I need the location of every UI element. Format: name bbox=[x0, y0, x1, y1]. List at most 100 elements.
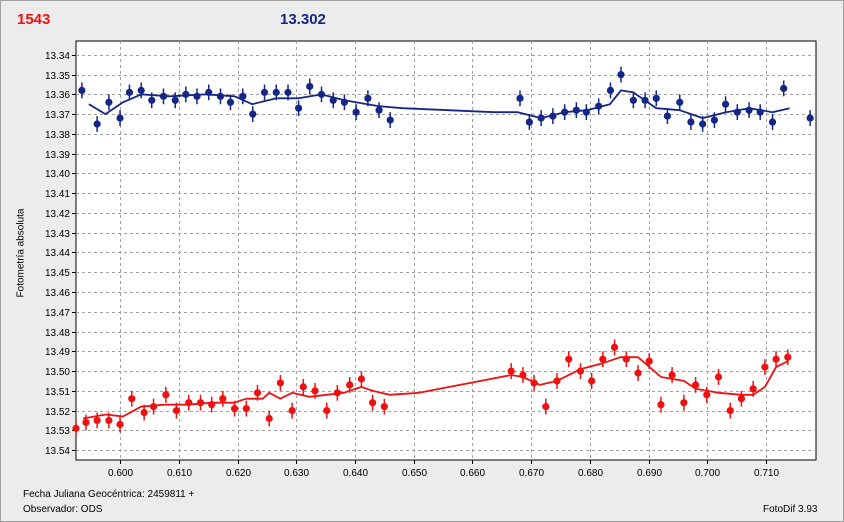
data-point bbox=[128, 395, 136, 403]
observer-label: Observador: ODS bbox=[23, 504, 103, 515]
x-tick-label: 0.700 bbox=[695, 468, 720, 479]
data-point bbox=[641, 96, 649, 104]
data-point bbox=[78, 86, 86, 95]
data-point bbox=[784, 353, 792, 361]
x-axis-label: Fecha Juliana Geocéntrica: 2459811 + bbox=[23, 489, 195, 500]
data-point bbox=[692, 381, 700, 389]
data-point bbox=[105, 98, 113, 106]
data-point bbox=[116, 114, 124, 122]
x-tick-label: 0.600 bbox=[108, 468, 133, 479]
data-point bbox=[780, 84, 788, 93]
data-point bbox=[676, 98, 684, 106]
data-point bbox=[726, 406, 734, 415]
y-tick-label: 13.45 bbox=[45, 268, 70, 279]
data-point bbox=[572, 106, 580, 114]
x-tick-label: 0.660 bbox=[460, 468, 485, 479]
software-label: FotoDif 3.93 bbox=[763, 504, 818, 515]
data-point bbox=[323, 406, 331, 415]
data-point bbox=[375, 106, 383, 114]
data-point bbox=[380, 403, 388, 411]
data-point bbox=[565, 355, 573, 363]
data-point bbox=[93, 416, 101, 425]
data-point bbox=[352, 108, 360, 116]
data-point bbox=[622, 355, 630, 363]
data-point bbox=[333, 389, 341, 397]
data-point bbox=[317, 90, 326, 98]
data-point bbox=[749, 385, 757, 393]
data-point bbox=[680, 399, 688, 407]
data-point bbox=[105, 416, 113, 425]
data-point bbox=[610, 343, 619, 351]
y-tick-label: 13.46 bbox=[45, 288, 70, 299]
data-point bbox=[772, 355, 780, 363]
header-left-value: 1543 bbox=[17, 11, 51, 28]
data-point bbox=[239, 92, 247, 100]
data-point bbox=[82, 418, 90, 427]
data-point bbox=[311, 387, 319, 395]
y-tick-label: 13.40 bbox=[45, 169, 70, 180]
x-tick-label: 0.680 bbox=[578, 468, 603, 479]
x-tick-label: 0.630 bbox=[284, 468, 309, 479]
series-1 bbox=[72, 339, 792, 437]
x-tick-label: 0.690 bbox=[637, 468, 662, 479]
data-point bbox=[306, 82, 314, 91]
y-tick-label: 13.36 bbox=[45, 90, 70, 101]
data-point bbox=[329, 96, 337, 104]
y-tick-label: 13.51 bbox=[45, 387, 70, 398]
y-tick-label: 13.37 bbox=[45, 110, 70, 121]
data-point bbox=[687, 118, 695, 126]
data-point bbox=[588, 377, 596, 385]
data-point bbox=[386, 116, 394, 124]
data-point bbox=[657, 401, 665, 409]
data-point bbox=[652, 94, 660, 102]
data-point bbox=[703, 391, 711, 399]
data-point bbox=[699, 120, 707, 128]
y-tick-label: 13.47 bbox=[45, 308, 70, 319]
data-point bbox=[162, 391, 170, 399]
data-point bbox=[507, 367, 515, 375]
y-tick-label: 13.52 bbox=[45, 407, 70, 418]
data-point bbox=[721, 100, 730, 108]
data-point bbox=[617, 70, 625, 79]
series-layer bbox=[72, 66, 814, 437]
data-point bbox=[193, 92, 201, 100]
y-tick-label: 13.43 bbox=[45, 229, 70, 240]
data-point bbox=[242, 405, 250, 413]
trend-line bbox=[88, 89, 790, 119]
data-point bbox=[663, 112, 672, 120]
x-tick-label: 0.610 bbox=[167, 468, 192, 479]
y-tick-label: 13.53 bbox=[45, 426, 70, 437]
data-point bbox=[537, 114, 545, 122]
data-point bbox=[595, 102, 603, 110]
y-tick-label: 13.35 bbox=[45, 71, 70, 82]
data-point bbox=[260, 88, 269, 96]
data-point bbox=[148, 96, 156, 104]
data-point bbox=[72, 424, 80, 432]
data-point bbox=[284, 88, 292, 96]
y-tick-label: 13.42 bbox=[45, 209, 70, 220]
data-point bbox=[171, 96, 179, 104]
data-point bbox=[116, 420, 124, 429]
data-point bbox=[737, 395, 746, 403]
data-point bbox=[272, 88, 280, 96]
data-point bbox=[216, 92, 225, 100]
x-tick-label: 0.620 bbox=[226, 468, 251, 479]
data-point bbox=[137, 86, 145, 95]
data-point bbox=[525, 118, 533, 126]
y-tick-label: 13.34 bbox=[45, 51, 70, 62]
data-point bbox=[253, 389, 262, 397]
data-point bbox=[288, 406, 296, 415]
data-point bbox=[549, 112, 557, 120]
y-tick-label: 13.49 bbox=[45, 347, 70, 358]
data-point bbox=[599, 355, 607, 363]
y-tick-label: 13.48 bbox=[45, 328, 70, 339]
data-point bbox=[265, 414, 273, 423]
data-point bbox=[368, 399, 377, 407]
data-point bbox=[576, 367, 585, 375]
data-point bbox=[561, 108, 569, 116]
data-point bbox=[629, 96, 637, 104]
data-point bbox=[668, 371, 676, 379]
y-tick-label: 13.54 bbox=[45, 446, 70, 457]
data-point bbox=[185, 399, 193, 407]
